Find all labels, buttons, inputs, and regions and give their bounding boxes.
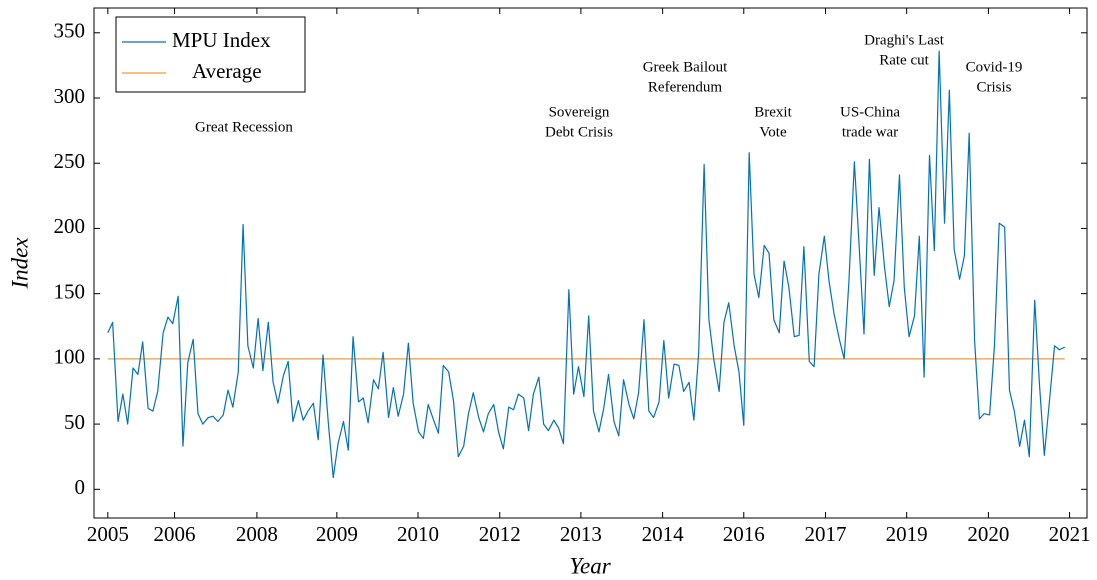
y-tick-label: 50: [64, 410, 85, 434]
annotation: Debt Crisis: [545, 124, 613, 140]
legend-label: MPU Index: [172, 28, 271, 52]
annotation: trade war: [842, 124, 898, 140]
x-tick-label: 2012: [479, 522, 521, 546]
y-tick-label: 350: [54, 19, 86, 43]
annotation: Brexit: [754, 104, 792, 120]
y-tick-label: 200: [54, 214, 86, 238]
plot-frame: [93, 7, 1088, 519]
x-tick-label: 2016: [723, 522, 765, 546]
annotation: Sovereign: [549, 104, 610, 120]
annotation: Referendum: [648, 79, 722, 95]
y-tick-label: 300: [54, 84, 86, 108]
annotation: Crisis: [976, 79, 1011, 95]
x-tick-label: 2009: [316, 522, 358, 546]
y-axis-title: Index: [7, 237, 32, 290]
x-tick-label: 2013: [560, 522, 602, 546]
y-tick-label: 0: [75, 475, 86, 499]
x-tick-label: 2010: [397, 522, 439, 546]
y-tick-label: 100: [54, 345, 86, 369]
x-tick-label: 2021: [1049, 522, 1091, 546]
y-tick-label: 150: [54, 279, 86, 303]
x-tick-label: 2008: [236, 522, 278, 546]
x-tick-label: 2014: [642, 522, 685, 546]
annotation: Draghi's Last: [864, 32, 945, 48]
annotation: Greek Bailout: [643, 59, 728, 75]
x-tick-label: 2020: [967, 522, 1009, 546]
x-axis-title: Year: [569, 553, 611, 578]
y-tick-label: 250: [54, 149, 86, 173]
annotation: Vote: [759, 124, 787, 140]
annotation: Covid-19: [966, 59, 1023, 75]
annotation: Great Recession: [195, 119, 293, 135]
x-tick-label: 2017: [805, 522, 847, 546]
data-line: [107, 50, 1066, 479]
x-tick-label: 2005: [87, 522, 129, 546]
annotation: Rate cut: [879, 52, 929, 68]
legend-box: [115, 16, 306, 93]
x-tick-label: 2006: [154, 522, 196, 546]
legend-label: Average: [192, 59, 262, 83]
x-tick-label: 2019: [886, 522, 928, 546]
annotation: US-China: [840, 104, 900, 120]
